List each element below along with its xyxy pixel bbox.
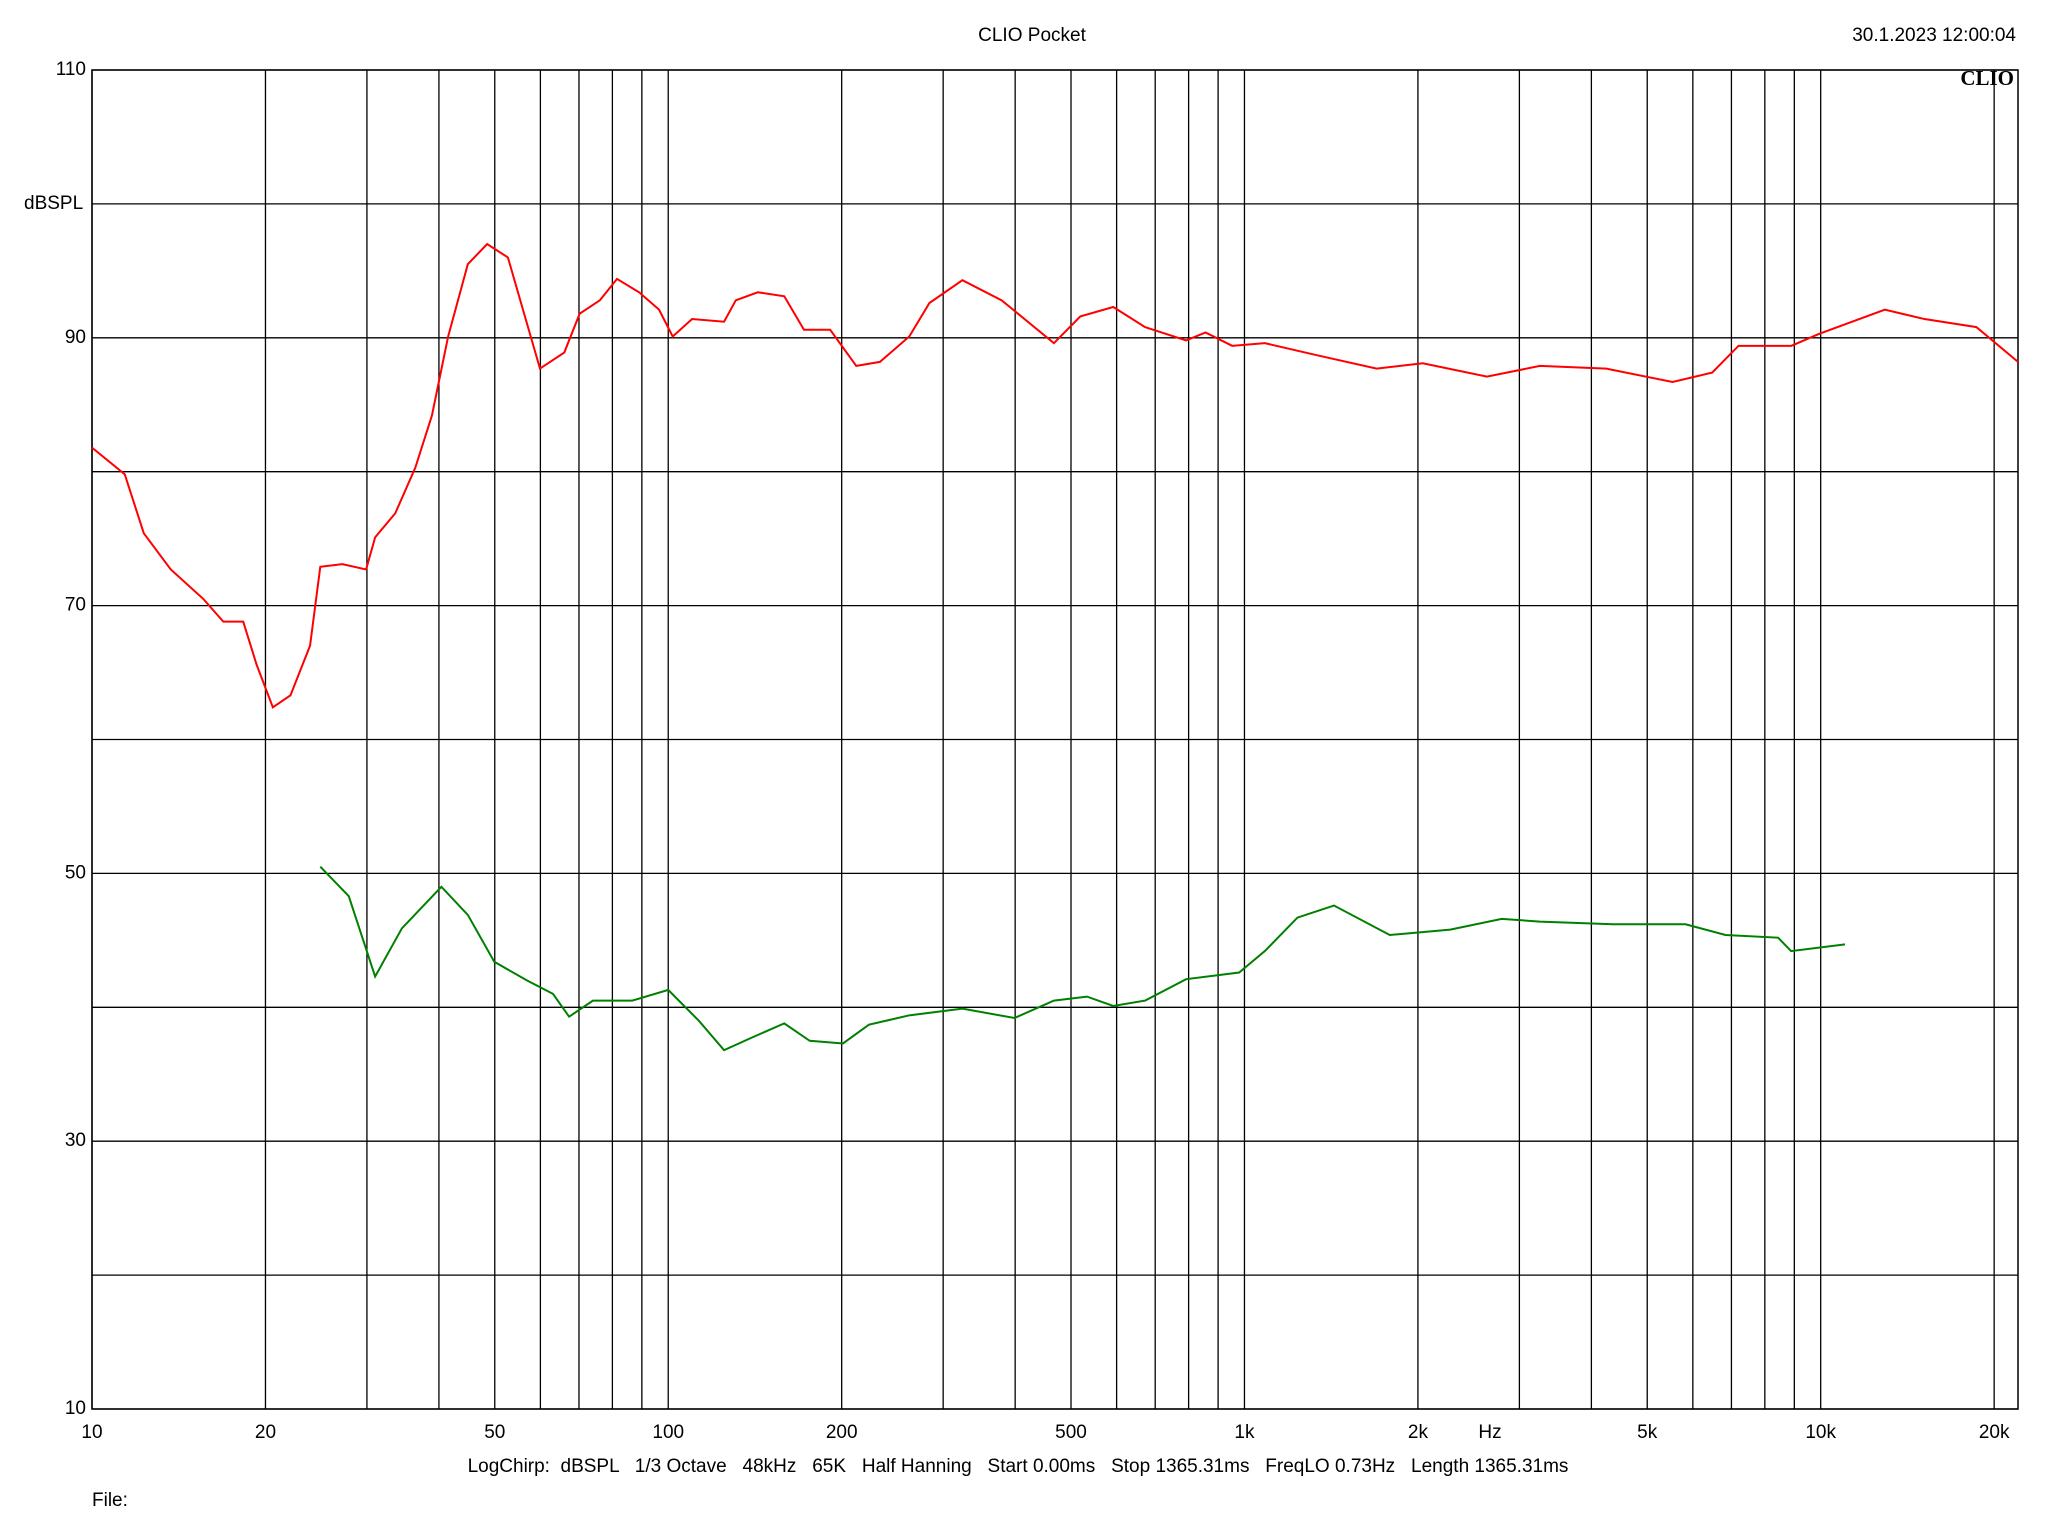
y-axis-label: dBSPL xyxy=(24,193,83,214)
y-tick-label: 70 xyxy=(65,595,86,616)
x-tick-label: 5k xyxy=(1637,1422,1658,1443)
x-tick-label: 10k xyxy=(1805,1422,1836,1443)
data-line xyxy=(319,866,1846,1052)
x-tick-label: 20 xyxy=(255,1422,276,1443)
x-axis-label: Hz xyxy=(1478,1422,1501,1443)
x-tick-label: 50 xyxy=(484,1422,505,1443)
settings-line: LogChirp: dBSPL 1/3 Octave 48kHz 65K Hal… xyxy=(468,1456,1569,1477)
x-tick-label: 1k xyxy=(1234,1422,1255,1443)
timestamp: 30.1.2023 12:00:04 xyxy=(1852,25,2016,46)
y-tick-label: 90 xyxy=(65,327,86,348)
y-tick-label: 110 xyxy=(56,59,86,80)
chart-title: CLIO Pocket xyxy=(978,25,1086,46)
y-tick-label: 10 xyxy=(65,1398,86,1419)
x-tick-label: 100 xyxy=(652,1422,684,1443)
y-tick-label: 30 xyxy=(65,1130,86,1151)
y-tick-label: 50 xyxy=(65,862,86,883)
x-tick-label: 10 xyxy=(81,1422,102,1443)
x-tick-label: 20k xyxy=(1979,1422,2010,1443)
logo: CLIO xyxy=(1960,66,2014,90)
data-line xyxy=(91,242,2019,709)
x-tick-label: 2k xyxy=(1408,1422,1429,1443)
file-label: File: xyxy=(92,1490,128,1511)
x-tick-label: 500 xyxy=(1055,1422,1087,1443)
plot-frame xyxy=(91,69,2019,1410)
x-tick-label: 200 xyxy=(826,1422,858,1443)
